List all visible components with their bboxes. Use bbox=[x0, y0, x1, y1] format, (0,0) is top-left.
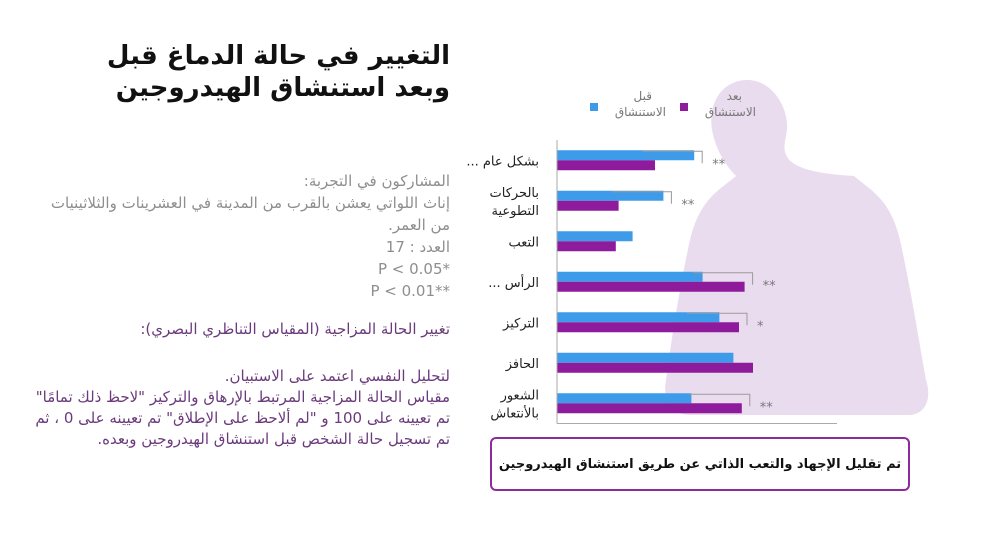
significance-mark-4: * bbox=[757, 319, 764, 334]
title-line-1: التغيير في حالة الدماغ قبل bbox=[106, 41, 450, 71]
legend-label-1-line2: الاستنشاق bbox=[705, 105, 756, 119]
significance-mark-0: ** bbox=[712, 157, 726, 172]
bars-group bbox=[557, 150, 753, 414]
category-label-6-line2: بالأنتعاش bbox=[490, 404, 539, 421]
title-line-2: وبعد استنشاق الهيدروجين bbox=[115, 73, 450, 103]
bar-before-4 bbox=[557, 312, 720, 323]
category-label-0: ... بشكل عام bbox=[466, 154, 539, 169]
participants-desc: إناث اللواتي يعشن بالقرب من المدينة في ا… bbox=[50, 194, 450, 234]
bar-after-5 bbox=[557, 362, 753, 373]
bar-after-6 bbox=[557, 403, 742, 414]
legend-swatch-before bbox=[590, 103, 598, 111]
participants-info: المشاركون في التجربة: إناث اللواتي يعشن … bbox=[30, 170, 450, 302]
significance-mark-3: ** bbox=[763, 279, 777, 294]
bar-after-2 bbox=[557, 241, 616, 252]
p-value-2: **P < 0.01 bbox=[370, 282, 450, 300]
bar-after-3 bbox=[557, 281, 745, 292]
significance-mark-6: ** bbox=[760, 400, 774, 415]
legend-label-1-line1: بعد bbox=[727, 89, 742, 103]
category-label-1: بالحركات التطوعية bbox=[490, 186, 540, 219]
category-label-6-line1: الشعور bbox=[500, 388, 539, 403]
p-value-1: *P < 0.05 bbox=[377, 260, 450, 278]
category-label-4: التركيز bbox=[502, 316, 539, 331]
significance-group: ********* bbox=[611, 150, 777, 415]
category-label-3: ... الرأس bbox=[488, 274, 539, 291]
participants-label: المشاركون في التجربة: bbox=[303, 172, 450, 190]
page-title: التغيير في حالة الدماغ قبل وبعد استنشاق … bbox=[30, 40, 450, 104]
mood-heading: تغيير الحالة المزاجية (المقياس التناظري … bbox=[140, 320, 450, 338]
category-label-2: التعب bbox=[508, 235, 539, 250]
mood-desc-line-1: لتحليل النفسي اعتمد على الاستبيان. bbox=[224, 367, 450, 385]
legend-label-after: بعد الاستنشاق bbox=[705, 89, 756, 119]
significance-mark-1: ** bbox=[681, 198, 695, 213]
bar-after-0 bbox=[557, 160, 655, 171]
category-label-6: الشعور بالأنتعاش bbox=[490, 388, 539, 421]
bar-after-4 bbox=[557, 322, 739, 333]
mood-desc-line-2: مقياس الحالة المزاجية المرتبط بالإرهاق و… bbox=[35, 388, 450, 448]
category-labels: ... بشكل عام بالحركات التطوعية التعب ... الر… bbox=[466, 154, 539, 421]
legend-label-before: قبل الاستنشاق bbox=[615, 89, 666, 119]
legend-label-0-line2: الاستنشاق bbox=[615, 105, 666, 119]
bar-before-1 bbox=[557, 190, 664, 201]
significance-bracket-0 bbox=[642, 150, 703, 164]
conclusion-box: تم تقليل الإجهاد والتعب الذاتي عن طريق ا… bbox=[490, 437, 910, 491]
bar-before-0 bbox=[557, 150, 695, 161]
bar-before-5 bbox=[557, 352, 734, 363]
mood-description: لتحليل النفسي اعتمد على الاستبيان. مقياس… bbox=[30, 366, 450, 450]
significance-bracket-4 bbox=[687, 312, 748, 326]
legend-label-0-line1: قبل bbox=[634, 89, 652, 103]
category-label-1-line1: بالحركات bbox=[490, 186, 540, 201]
significance-bracket-1 bbox=[611, 191, 672, 204]
bar-before-3 bbox=[557, 271, 703, 282]
participant-count: العدد : 17 bbox=[385, 238, 450, 256]
significance-bracket-6 bbox=[689, 393, 751, 407]
bar-before-2 bbox=[557, 231, 633, 242]
significance-bracket-3 bbox=[692, 272, 754, 285]
bar-after-1 bbox=[557, 200, 619, 211]
legend: قبل الاستنشاق بعد الاستنشاق bbox=[590, 89, 756, 119]
bar-before-6 bbox=[557, 393, 692, 404]
legend-swatch-after bbox=[680, 103, 688, 111]
category-label-5: الحافز bbox=[505, 357, 539, 372]
category-label-1-line2: التطوعية bbox=[491, 204, 539, 219]
